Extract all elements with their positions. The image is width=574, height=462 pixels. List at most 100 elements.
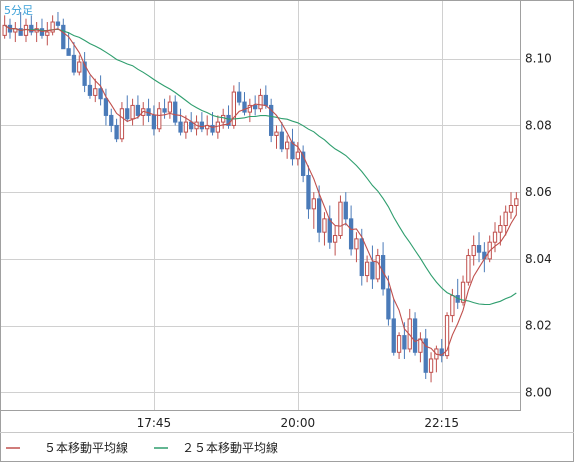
candle-down-body [55, 21, 61, 26]
candle-up-body [444, 315, 450, 357]
candle-up-body [130, 104, 135, 120]
candle-down-body [263, 94, 268, 106]
candle-up-body [2, 24, 7, 36]
moving-averages [4, 24, 517, 356]
candle-down-body [109, 114, 114, 126]
candle-down-body [199, 121, 205, 130]
candle-up-body [167, 101, 173, 113]
candle-up-body [466, 255, 471, 283]
y-tick-label: 8.02 [525, 319, 552, 333]
y-tick-label: 8.06 [525, 185, 552, 199]
candle-down-body [290, 141, 295, 160]
candle-up-body [471, 245, 476, 257]
candle-up-body [460, 281, 466, 303]
candlesticks [2, 12, 519, 383]
candle-down-body [306, 174, 311, 210]
candle-down-body [71, 54, 77, 73]
candle-down-body [402, 335, 407, 350]
candle-up-body [322, 218, 327, 233]
candle-down-body [87, 84, 93, 96]
candle-down-body [189, 121, 194, 130]
candle-down-body [439, 348, 444, 357]
candle-up-body [23, 24, 29, 36]
candle-up-body [311, 198, 316, 210]
candle-up-body [247, 104, 252, 113]
candle-down-body [39, 28, 45, 36]
candle-down-body [18, 28, 23, 36]
candle-down-body [412, 318, 418, 353]
candle-down-body [316, 198, 322, 233]
grid-lines [0, 0, 520, 410]
candle-up-body [375, 255, 380, 280]
candle-down-body [98, 88, 103, 100]
candle-up-body [274, 131, 279, 136]
candle-down-body [242, 101, 247, 113]
candle-down-body [348, 218, 354, 250]
x-axis-ticks: 17:45 20:00 22:15 [137, 416, 459, 430]
candle-down-body [300, 151, 306, 176]
candle-up-body [396, 335, 402, 353]
candle-down-body [423, 338, 428, 373]
period-label: 5分足 [4, 4, 33, 17]
y-axis-ticks: 8.10 8.08 8.06 8.04 8.02 8.00 [525, 52, 552, 400]
candle-down-body [173, 101, 178, 123]
candle-down-body [210, 124, 215, 133]
candle-up-body [50, 21, 55, 33]
candle-up-body [119, 108, 125, 140]
candle-down-body [29, 24, 34, 33]
candle-down-body [476, 245, 482, 253]
candle-down-body [391, 318, 396, 353]
candle-up-body [157, 108, 162, 130]
x-tick-label: 20:00 [281, 416, 316, 430]
candle-up-body [508, 205, 514, 213]
candle-down-body [343, 201, 348, 220]
candle-down-body [135, 104, 141, 116]
candle-down-body [370, 261, 375, 280]
candle-up-body [231, 91, 237, 126]
candle-up-body [183, 121, 189, 133]
candle-up-body [221, 114, 226, 123]
ma25-line [4, 24, 517, 306]
legend-label-ma25: ２５本移動平均線 [182, 440, 278, 455]
y-tick-label: 8.08 [525, 118, 552, 132]
candle-down-body [327, 218, 332, 243]
candle-down-body [125, 108, 130, 120]
candle-down-body [269, 104, 274, 136]
x-tick-label: 22:15 [424, 416, 459, 430]
legend-label-ma5: ５本移動平均線 [44, 440, 128, 455]
candle-down-body [226, 114, 231, 126]
candle-down-body [237, 91, 242, 103]
y-tick-label: 8.00 [525, 385, 552, 399]
candle-up-body [284, 141, 290, 150]
candle-up-body [93, 88, 98, 96]
candle-down-body [253, 104, 258, 110]
candle-down-body [178, 121, 183, 133]
candle-down-body [103, 98, 109, 116]
candle-down-body [162, 108, 167, 113]
candle-up-body [492, 231, 498, 243]
candle-up-body [503, 211, 508, 227]
candle-up-body [215, 121, 221, 133]
candle-down-body [114, 124, 119, 140]
candle-up-body [364, 261, 370, 277]
y-tick-label: 8.10 [525, 52, 552, 66]
y-tick-label: 8.04 [525, 252, 552, 266]
candle-down-body [359, 238, 364, 277]
candle-up-body [295, 151, 300, 160]
candle-up-body [498, 225, 503, 233]
candle-down-body [82, 61, 87, 86]
candle-up-body [428, 358, 434, 373]
candle-down-body [66, 48, 71, 56]
candle-up-body [77, 61, 82, 73]
x-tick-label: 17:45 [137, 416, 172, 430]
legend: ５本移動平均線 ２５本移動平均線 [6, 440, 278, 455]
candle-up-body [45, 31, 50, 36]
candle-up-body [258, 94, 263, 110]
candle-up-body [450, 295, 455, 317]
candle-up-body [354, 238, 359, 250]
candle-down-body [61, 24, 66, 50]
candle-up-body [332, 235, 338, 243]
candle-up-body [514, 198, 519, 206]
